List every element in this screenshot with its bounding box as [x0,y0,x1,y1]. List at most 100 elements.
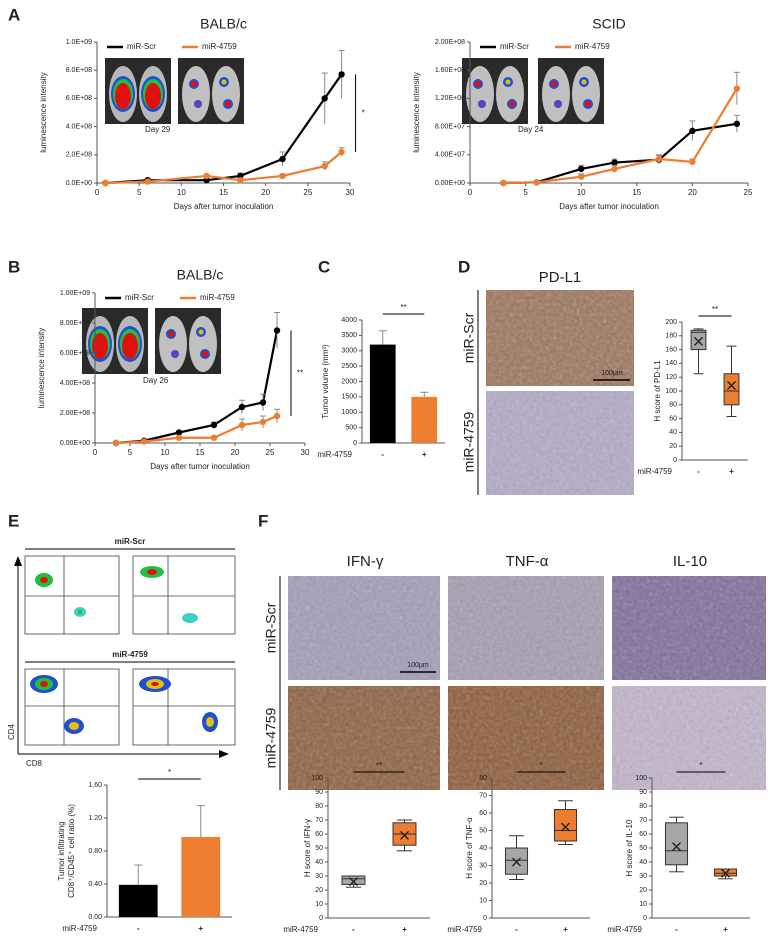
y-tick-label: 0.40 [88,881,102,888]
x-tick-label: + [729,467,734,476]
panel-label: A [8,5,20,24]
x-tick-label: 5 [523,188,528,197]
legend-label: miR-4759 [200,293,235,302]
axis-label: CD4 [7,723,16,740]
y-tick-label: 8.0E+08 [66,67,92,74]
y-tick-label: 1.60 [88,782,102,789]
y-tick-label: 2000 [341,378,357,385]
y-tick-label: 60 [315,831,323,838]
point [203,172,210,180]
point [733,120,741,127]
point [500,179,507,187]
point [273,327,281,334]
image-caption: Day 24 [518,125,544,134]
arrow-head [219,750,229,758]
y-tick-label: 2.00E+08 [435,39,465,46]
x-tick-label: 0 [95,188,100,197]
y-tick-label: 1.60E+08 [435,67,465,74]
arrow-head [14,556,22,566]
y-tick-label: 20 [315,887,323,894]
mean-marker [672,842,681,852]
series-line [105,151,343,185]
legend-label: miR-4759 [575,42,610,51]
x-tick-label: - [352,925,355,934]
y-tick-label: 0.00E+00 [60,440,90,447]
y-tick-label: 90 [639,789,647,796]
y-tick-label: 70 [315,817,323,824]
significance: ** [712,305,718,314]
y-tick-label: 180 [665,333,677,340]
chart-title: SCID [592,16,625,32]
row-label: miR-Scr [263,602,279,653]
x-tick-label: + [723,925,728,934]
significance: ** [376,761,382,770]
axis-label: CD8 [26,759,43,768]
bioluminescence-image [178,58,244,124]
x-axis-label: miR-4759 [62,924,97,933]
legend-label: miR-4759 [202,42,237,51]
x-axis-label: Days after tumor inoculation [174,202,274,211]
y-tick-label: 0.00 [88,914,102,921]
panel-label: C [318,257,330,276]
row-label: miR-4759 [461,411,477,472]
y-tick-label: 0 [673,457,677,464]
bar [118,884,158,917]
y-tick-label: 8.00E+07 [435,123,465,130]
panel-label: B [8,257,20,276]
point [259,399,267,406]
y-tick-label: 50 [479,827,487,834]
y-tick-label: 50 [315,845,323,852]
x-axis-label: miR-4759 [283,925,318,934]
point [102,179,109,187]
point [144,178,151,185]
y-tick-label: 0.80 [88,848,102,855]
y-axis-label: Tumor volume (mm³) [321,344,330,419]
point [112,439,120,447]
mean-marker [694,336,703,346]
x-tick-label: + [563,925,568,934]
x-tick-label: + [422,450,427,459]
y-tick-label: 100 [311,775,323,782]
y-tick-label: 40 [479,845,487,852]
legend-label: miR-Scr [125,293,154,302]
point [273,412,281,420]
chart-title: BALB/c [177,267,224,283]
x-tick-label: + [402,925,407,934]
point [279,172,286,180]
significance: ** [400,303,406,312]
point [175,429,183,436]
y-tick-label: 70 [639,817,647,824]
y-tick-label: 0 [483,915,487,922]
y-tick-label: 80 [479,775,487,782]
y-tick-label: 2.00E+08 [60,410,90,417]
x-tick-label: - [675,925,678,934]
legend-label: miR-Scr [500,42,529,51]
point [140,438,148,445]
ihc-grid [288,576,766,790]
y-tick-label: 40 [669,429,677,436]
x-tick-label: - [697,467,700,476]
x-tick-label: 25 [744,188,753,197]
point [321,95,328,102]
y-tick-label: 500 [345,424,357,431]
box [664,822,689,866]
y-tick-label: 3500 [341,332,357,339]
bioluminescence-image [105,58,171,124]
y-axis-label: luminescence intensity [37,328,46,408]
x-axis-label: Days after tumor inoculation [150,462,250,471]
y-tick-label: 100 [665,388,677,395]
x-axis-label: miR-4759 [607,925,642,934]
y-tick-label: 60 [669,415,677,422]
x-tick-label: - [137,924,140,933]
significance: ** [297,368,303,377]
y-tick-label: 10 [479,897,487,904]
y-tick-label: 1.00E+09 [60,290,90,297]
point [238,403,246,411]
point [578,173,585,180]
x-tick-label: 10 [161,448,170,457]
panel-label: F [258,511,268,530]
point [237,176,244,184]
image-caption: Day 26 [143,376,169,385]
